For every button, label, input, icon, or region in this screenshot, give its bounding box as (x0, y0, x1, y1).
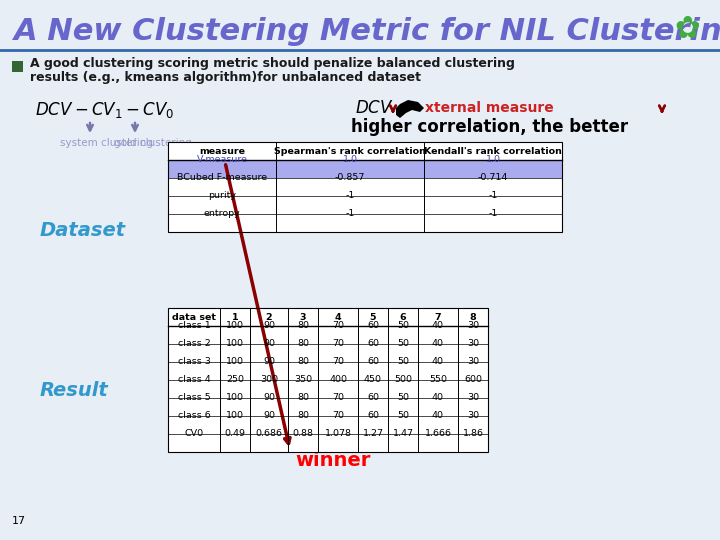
Text: class 5: class 5 (178, 394, 210, 402)
Text: 70: 70 (332, 321, 344, 330)
Text: system clustering: system clustering (60, 138, 153, 148)
Text: Kendall's rank correlation: Kendall's rank correlation (424, 146, 562, 156)
Text: 100: 100 (226, 357, 244, 367)
Text: 1.47: 1.47 (392, 429, 413, 438)
Text: 50: 50 (397, 357, 409, 367)
FancyBboxPatch shape (12, 61, 23, 72)
Text: -0.857: -0.857 (335, 173, 365, 183)
Text: 350: 350 (294, 375, 312, 384)
Text: class 1: class 1 (178, 321, 210, 330)
Text: V-measure: V-measure (197, 156, 248, 165)
Text: 80: 80 (297, 411, 309, 421)
Text: 1.86: 1.86 (462, 429, 484, 438)
Text: 70: 70 (332, 357, 344, 367)
Text: 250: 250 (226, 375, 244, 384)
Text: 80: 80 (297, 340, 309, 348)
Text: 50: 50 (397, 321, 409, 330)
Text: class 3: class 3 (178, 357, 210, 367)
Text: 40: 40 (432, 340, 444, 348)
Text: 80: 80 (297, 394, 309, 402)
Text: 80: 80 (297, 357, 309, 367)
Text: 1: 1 (232, 313, 238, 321)
Text: 50: 50 (397, 340, 409, 348)
Text: measure: measure (199, 146, 245, 156)
Text: 2: 2 (266, 313, 272, 321)
Text: class 4: class 4 (178, 375, 210, 384)
Text: -1: -1 (488, 192, 498, 200)
Text: 40: 40 (432, 357, 444, 367)
FancyBboxPatch shape (168, 308, 488, 452)
Text: 60: 60 (367, 321, 379, 330)
Text: -1: -1 (346, 210, 355, 219)
Text: 60: 60 (367, 394, 379, 402)
Text: 17: 17 (12, 516, 26, 526)
Text: 7: 7 (435, 313, 441, 321)
Text: -0.714: -0.714 (478, 173, 508, 183)
Text: 1.0: 1.0 (485, 156, 500, 165)
Polygon shape (396, 100, 424, 118)
Text: data set: data set (172, 313, 216, 321)
Text: 40: 40 (432, 411, 444, 421)
Text: 100: 100 (226, 340, 244, 348)
Text: 30: 30 (467, 321, 479, 330)
Text: higher correlation, the better: higher correlation, the better (351, 118, 629, 136)
Text: 400: 400 (329, 375, 347, 384)
Text: CV0: CV0 (184, 429, 204, 438)
Text: A New Clustering Metric for NIL Clustering: A New Clustering Metric for NIL Clusteri… (14, 17, 720, 46)
Text: 60: 60 (367, 357, 379, 367)
Text: 30: 30 (467, 340, 479, 348)
Text: A good clustering scoring metric should penalize balanced clustering: A good clustering scoring metric should … (30, 57, 515, 71)
Text: xternal measure: xternal measure (425, 101, 554, 115)
Text: class 2: class 2 (178, 340, 210, 348)
Text: 40: 40 (432, 394, 444, 402)
Text: 5: 5 (370, 313, 377, 321)
Text: ✿: ✿ (675, 16, 700, 44)
Text: 90: 90 (263, 340, 275, 348)
Bar (168, 308, 488, 452)
Text: class 6: class 6 (178, 411, 210, 421)
FancyBboxPatch shape (168, 160, 562, 178)
Text: 90: 90 (263, 394, 275, 402)
Text: 0.686: 0.686 (256, 429, 282, 438)
Text: 450: 450 (364, 375, 382, 384)
Text: 90: 90 (263, 411, 275, 421)
Text: 6: 6 (400, 313, 406, 321)
Text: 100: 100 (226, 321, 244, 330)
Text: 1.27: 1.27 (362, 429, 384, 438)
Text: -1: -1 (488, 210, 498, 219)
Text: $DCV - CV_1 - CV_0$: $DCV - CV_1 - CV_0$ (35, 100, 174, 120)
Text: 30: 30 (467, 394, 479, 402)
Text: 3: 3 (300, 313, 306, 321)
Text: 50: 50 (397, 394, 409, 402)
Text: 4: 4 (335, 313, 341, 321)
Text: entropy: entropy (204, 210, 240, 219)
Text: 1.0: 1.0 (343, 156, 358, 165)
Text: 0.88: 0.88 (292, 429, 313, 438)
Text: 30: 30 (467, 411, 479, 421)
Text: -1: -1 (346, 192, 355, 200)
Text: 30: 30 (467, 357, 479, 367)
Text: 70: 70 (332, 394, 344, 402)
Text: 1.078: 1.078 (325, 429, 351, 438)
Text: 600: 600 (464, 375, 482, 384)
Text: 70: 70 (332, 411, 344, 421)
Text: 500: 500 (394, 375, 412, 384)
Text: 100: 100 (226, 394, 244, 402)
Text: 90: 90 (263, 357, 275, 367)
Text: 0.49: 0.49 (225, 429, 246, 438)
Text: results (e.g., kmeans algorithm)for unbalanced dataset: results (e.g., kmeans algorithm)for unba… (30, 71, 421, 84)
Text: 90: 90 (263, 321, 275, 330)
Text: 100: 100 (226, 411, 244, 421)
Text: 60: 60 (367, 340, 379, 348)
Text: purity: purity (208, 192, 236, 200)
Text: BCubed F-measure: BCubed F-measure (177, 173, 267, 183)
Text: 1.666: 1.666 (425, 429, 451, 438)
Text: $DCV$: $DCV$ (355, 99, 394, 117)
Text: winner: winner (295, 450, 370, 469)
Text: 70: 70 (332, 340, 344, 348)
Bar (168, 142, 562, 232)
Text: 8: 8 (469, 313, 477, 321)
Text: gold clustering: gold clustering (114, 138, 192, 148)
Text: 80: 80 (297, 321, 309, 330)
